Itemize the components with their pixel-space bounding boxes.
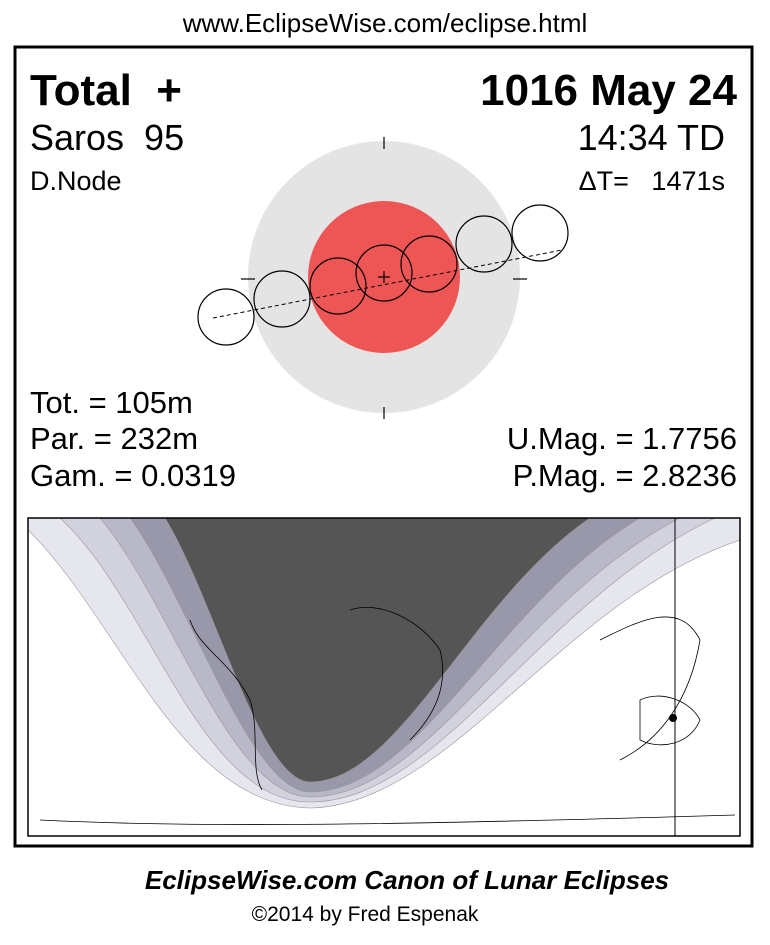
par: Par. = 232m — [30, 421, 198, 456]
pmag: P.Mag. = 2.8236 — [513, 458, 737, 493]
node: D.Node — [30, 166, 122, 196]
world-map — [28, 518, 740, 836]
footer-title: EclipseWise.com Canon of Lunar Eclipses — [145, 865, 669, 895]
eclipse-type: Total + — [30, 66, 182, 115]
umag: U.Mag. = 1.7756 — [507, 421, 737, 456]
map-frame — [27, 517, 741, 837]
moon-positions — [197, 204, 569, 346]
axis-ticks — [241, 137, 527, 419]
saros: Saros 95 — [30, 117, 184, 158]
eclipse-diagram — [197, 137, 569, 419]
eclipse-date: 1016 May 24 — [480, 66, 737, 115]
tot: Tot. = 105m — [30, 385, 193, 420]
url: www.EclipseWise.com/eclipse.html — [182, 8, 588, 38]
delta-t: ΔT= 1471s — [579, 166, 725, 196]
gam: Gam. = 0.0319 — [30, 458, 236, 493]
moon-path — [212, 249, 563, 319]
time: 14:34 TD — [578, 117, 725, 158]
copyright: ©2014 by Fred Espenak — [252, 903, 479, 926]
